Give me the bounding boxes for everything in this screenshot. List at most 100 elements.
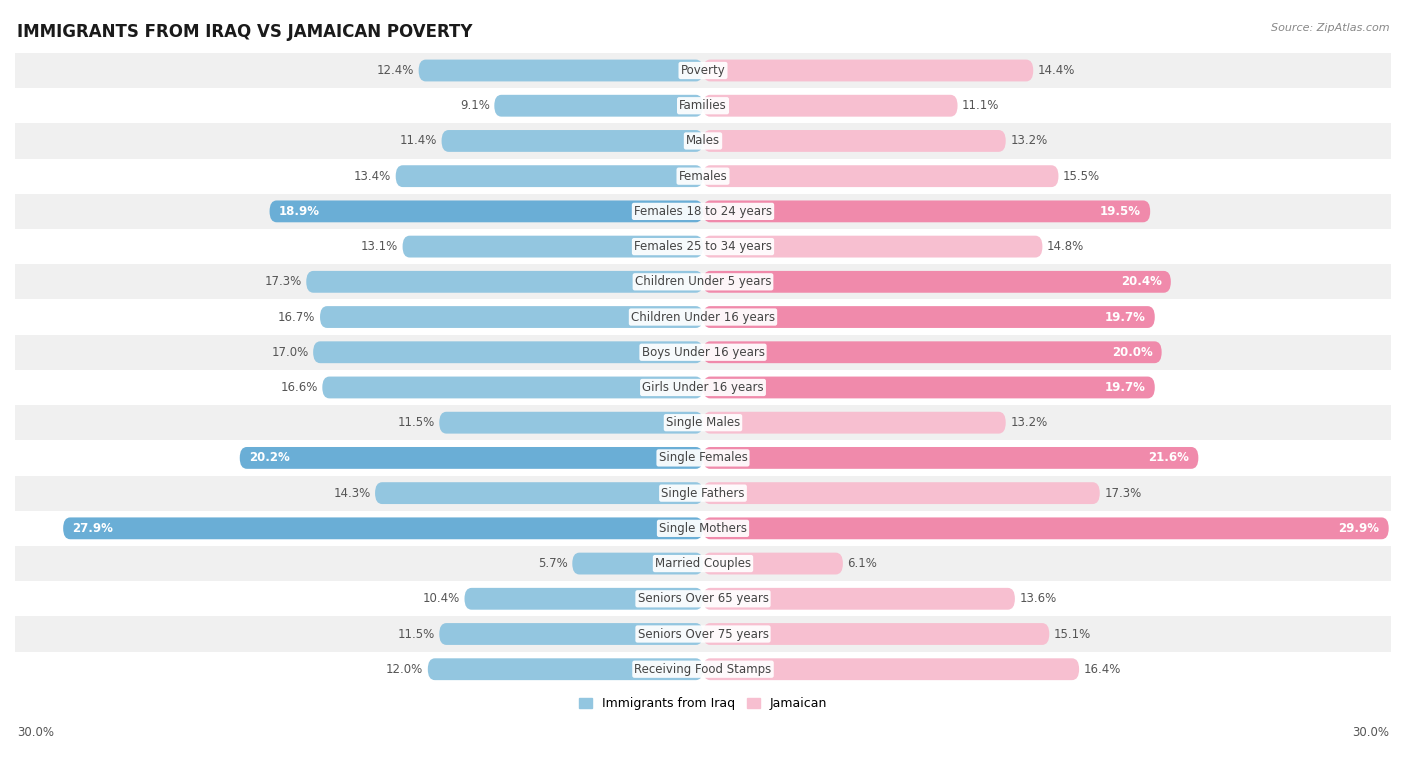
FancyBboxPatch shape [439,412,703,434]
FancyBboxPatch shape [703,447,1198,469]
Bar [15,299,1391,334]
Text: 11.5%: 11.5% [398,416,434,429]
Text: 10.4%: 10.4% [423,592,460,606]
Bar [15,581,1391,616]
FancyBboxPatch shape [240,447,703,469]
Text: Poverty: Poverty [681,64,725,77]
Text: 11.4%: 11.4% [399,134,437,148]
Text: 15.5%: 15.5% [1063,170,1099,183]
Bar [15,229,1391,265]
FancyBboxPatch shape [703,341,1161,363]
FancyBboxPatch shape [314,341,703,363]
Text: 16.4%: 16.4% [1084,662,1121,675]
Text: 17.3%: 17.3% [264,275,302,288]
Text: 19.5%: 19.5% [1099,205,1142,218]
Text: 14.3%: 14.3% [333,487,370,500]
FancyBboxPatch shape [270,200,703,222]
Text: 14.8%: 14.8% [1047,240,1084,253]
Text: 13.1%: 13.1% [361,240,398,253]
FancyBboxPatch shape [495,95,703,117]
Bar [15,194,1391,229]
Text: Children Under 16 years: Children Under 16 years [631,311,775,324]
FancyBboxPatch shape [703,482,1099,504]
FancyBboxPatch shape [703,60,1033,81]
FancyBboxPatch shape [703,377,1154,399]
FancyBboxPatch shape [395,165,703,187]
Bar [15,124,1391,158]
Text: 16.7%: 16.7% [278,311,315,324]
Text: Source: ZipAtlas.com: Source: ZipAtlas.com [1271,23,1389,33]
FancyBboxPatch shape [419,60,703,81]
FancyBboxPatch shape [703,306,1154,328]
Text: 12.4%: 12.4% [377,64,413,77]
Bar [15,616,1391,652]
FancyBboxPatch shape [439,623,703,645]
FancyBboxPatch shape [703,588,1015,609]
Bar [15,158,1391,194]
FancyBboxPatch shape [464,588,703,609]
Text: 9.1%: 9.1% [460,99,489,112]
Text: 11.5%: 11.5% [398,628,434,641]
Text: Receiving Food Stamps: Receiving Food Stamps [634,662,772,675]
FancyBboxPatch shape [703,130,1005,152]
FancyBboxPatch shape [703,553,842,575]
Bar [15,652,1391,687]
Text: 27.9%: 27.9% [72,522,114,535]
FancyBboxPatch shape [322,377,703,399]
Bar [15,53,1391,88]
Text: Single Fathers: Single Fathers [661,487,745,500]
Text: 17.3%: 17.3% [1104,487,1142,500]
Text: 30.0%: 30.0% [1353,726,1389,739]
Text: 13.4%: 13.4% [354,170,391,183]
Text: 19.7%: 19.7% [1105,381,1146,394]
FancyBboxPatch shape [703,658,1080,680]
FancyBboxPatch shape [703,623,1049,645]
Text: Females: Females [679,170,727,183]
Bar [15,265,1391,299]
Text: Children Under 5 years: Children Under 5 years [634,275,772,288]
FancyBboxPatch shape [703,518,1389,539]
Text: 13.2%: 13.2% [1011,416,1047,429]
Legend: Immigrants from Iraq, Jamaican: Immigrants from Iraq, Jamaican [574,693,832,716]
Text: 29.9%: 29.9% [1339,522,1379,535]
FancyBboxPatch shape [63,518,703,539]
Text: 18.9%: 18.9% [278,205,319,218]
Bar [15,511,1391,546]
FancyBboxPatch shape [703,271,1171,293]
Bar [15,334,1391,370]
Text: 15.1%: 15.1% [1054,628,1091,641]
Bar [15,88,1391,124]
Text: Seniors Over 75 years: Seniors Over 75 years [637,628,769,641]
Text: Seniors Over 65 years: Seniors Over 65 years [637,592,769,606]
Text: Married Couples: Married Couples [655,557,751,570]
Text: 17.0%: 17.0% [271,346,308,359]
FancyBboxPatch shape [427,658,703,680]
Bar [15,440,1391,475]
Text: Males: Males [686,134,720,148]
Bar [15,546,1391,581]
Text: 30.0%: 30.0% [17,726,53,739]
Text: 20.4%: 20.4% [1121,275,1161,288]
Text: Girls Under 16 years: Girls Under 16 years [643,381,763,394]
FancyBboxPatch shape [703,95,957,117]
Text: Boys Under 16 years: Boys Under 16 years [641,346,765,359]
Text: 11.1%: 11.1% [962,99,1000,112]
Text: 20.2%: 20.2% [249,452,290,465]
FancyBboxPatch shape [402,236,703,258]
Text: 13.6%: 13.6% [1019,592,1057,606]
FancyBboxPatch shape [703,200,1150,222]
Text: 19.7%: 19.7% [1105,311,1146,324]
Text: 13.2%: 13.2% [1011,134,1047,148]
Text: 5.7%: 5.7% [538,557,568,570]
FancyBboxPatch shape [703,165,1059,187]
Bar [15,370,1391,405]
Text: 6.1%: 6.1% [848,557,877,570]
FancyBboxPatch shape [441,130,703,152]
Text: Females 25 to 34 years: Females 25 to 34 years [634,240,772,253]
Text: 16.6%: 16.6% [280,381,318,394]
Text: IMMIGRANTS FROM IRAQ VS JAMAICAN POVERTY: IMMIGRANTS FROM IRAQ VS JAMAICAN POVERTY [17,23,472,41]
Text: Single Males: Single Males [666,416,740,429]
Text: Females 18 to 24 years: Females 18 to 24 years [634,205,772,218]
Bar [15,405,1391,440]
Text: 21.6%: 21.6% [1149,452,1189,465]
